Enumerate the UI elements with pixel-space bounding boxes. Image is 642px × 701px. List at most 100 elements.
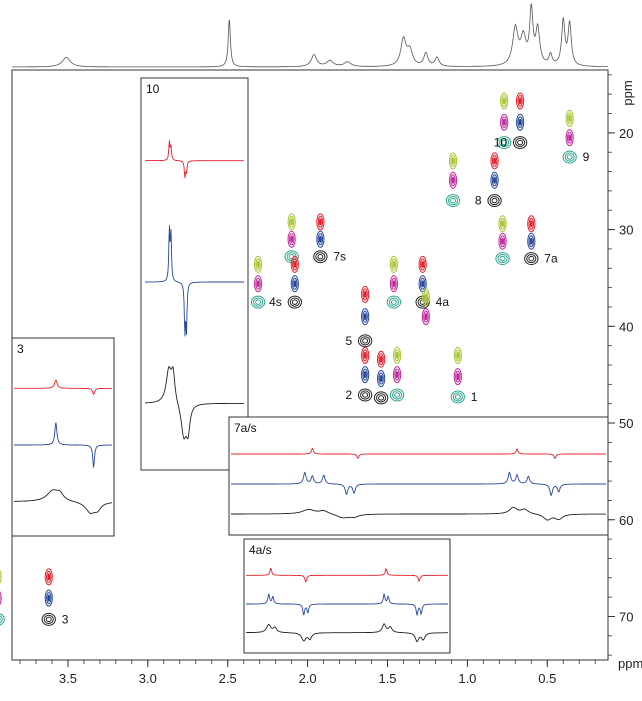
inset-trace [13, 489, 113, 514]
contour-ring-0-0 [490, 152, 499, 170]
contour-ring-2-1 [360, 336, 371, 346]
contour-ring-1-1 [317, 233, 324, 246]
contour-ring-3-2 [451, 157, 455, 165]
cross-peak-group: 2 [345, 346, 405, 405]
contour-ring-0-2 [293, 260, 297, 268]
contour-ring-2-0 [313, 250, 328, 264]
contour-ring-4-0 [253, 275, 263, 293]
contour-ring-1-0 [377, 370, 386, 388]
contour-ring-2-2 [45, 616, 52, 623]
inset-frame [243, 538, 451, 654]
contour-ring-2-0 [487, 194, 502, 208]
inset-trace [145, 366, 244, 440]
contour-ring-4-2 [256, 280, 260, 288]
contour-ring-3-2 [392, 260, 396, 268]
contour-ring-0-0 [516, 92, 525, 110]
contour-ring-0-1 [362, 349, 368, 362]
contour-ring-5-1 [497, 254, 508, 264]
contour-ring-0-2 [47, 573, 51, 581]
cross-peak-group: 4s [250, 255, 302, 309]
y-tick-label: 20 [619, 126, 633, 141]
contour-ring-4-2 [392, 280, 396, 288]
contour-ring-4-2 [451, 176, 455, 184]
contour-ring-3-0 [448, 152, 458, 170]
contour-ring-2-1 [526, 254, 537, 264]
inset-trace [145, 225, 244, 337]
projection-trace [12, 3, 608, 68]
contour-ring-3-0 [421, 288, 430, 306]
contour-ring-1-2 [379, 375, 383, 383]
cross-peak-group: 9 [562, 109, 590, 164]
contour-ring-2-1 [489, 195, 500, 206]
contour-ring-1-2 [493, 176, 497, 184]
cross-peak-label: 5 [345, 334, 352, 348]
cross-peak-label: 1 [471, 390, 478, 404]
contour-ring-4-1 [394, 368, 400, 381]
contour-ring-1-0 [361, 366, 370, 384]
contour-ring-4-2 [395, 371, 399, 379]
contour-ring-1-2 [363, 313, 367, 321]
contour-ring-0-0 [377, 350, 386, 368]
inset-trace [246, 592, 448, 616]
y-axis: 20 30 40 50 60 70 [608, 74, 633, 656]
x-axis: 3.5 3.0 2.5 2.0 1.5 1.0 0.5 [19, 660, 596, 686]
proton-projection [12, 3, 608, 68]
contour-ring-1-0 [527, 232, 536, 250]
contour-ring-4-0 [421, 308, 430, 326]
x-tick-label: 1.0 [458, 671, 476, 686]
contour-ring-0-2 [363, 290, 367, 298]
inset-trace [14, 422, 112, 468]
inset-frame [140, 77, 249, 471]
contour-ring-1-0 [516, 113, 525, 131]
contour-ring-3-1 [391, 258, 397, 271]
inset-3: 7a/s [228, 416, 609, 536]
inset-trace [145, 140, 244, 179]
y-tick-label: 40 [619, 319, 633, 334]
contour-ring-1-2 [363, 371, 367, 379]
contour-ring-5-0 [445, 194, 461, 208]
contour-ring-1-1 [517, 116, 523, 129]
contour-ring-3-1 [450, 154, 456, 167]
cross-peak-label: 10 [494, 136, 508, 150]
inset-label: 3 [17, 342, 24, 356]
contour-ring-4-1 [450, 174, 456, 187]
contour-ring-4-0 [392, 366, 402, 384]
contour-ring-5-1 [499, 137, 510, 148]
contour-ring-5-0 [495, 252, 510, 266]
contour-ring-4-1 [288, 233, 295, 246]
contour-ring-1-1 [491, 174, 498, 187]
x-tick-label: 2.5 [219, 671, 237, 686]
contour-ring-2-0 [373, 391, 389, 405]
contour-ring-4-0 [565, 129, 574, 147]
y-tick-label: 60 [619, 513, 633, 528]
contour-ring-5-2 [390, 299, 397, 305]
y-tick-label: 70 [619, 609, 633, 624]
contour-ring-0-1 [517, 94, 523, 107]
contour-ring-5-1 [388, 297, 399, 307]
contour-ring-5-0 [250, 295, 266, 309]
contour-ring-3-1 [255, 258, 261, 271]
contour-ring-2-1 [315, 252, 326, 262]
contour-ring-1-1 [292, 277, 298, 290]
contour-ring-5-0 [562, 150, 577, 164]
contour-ring-3-0 [565, 109, 574, 127]
contour-ring-5-0 [386, 295, 402, 309]
contour-ring-0-0 [290, 255, 299, 273]
contour-ring-3-0 [498, 215, 507, 233]
cross-peaks: 10 9 8 7a 7s 4s 4a 5 2 1 3 [0, 92, 590, 626]
contour-ring-2-1 [515, 137, 526, 148]
contour-ring-0-0 [418, 255, 427, 273]
cross-peak-label: 7s [333, 250, 346, 264]
contour-ring-0-1 [46, 570, 52, 583]
contour-ring-4-2 [424, 313, 428, 321]
contour-ring-3-1 [501, 94, 507, 107]
contour-ring-5-0 [450, 390, 465, 404]
inset-trace [231, 447, 606, 460]
x-axis-unit-label: ppm [618, 656, 642, 671]
contour-ring-4-2 [290, 235, 294, 243]
contour-ring-5-0 [496, 136, 512, 149]
contour-ring-0-2 [379, 355, 383, 363]
contour-ring-2-2 [362, 392, 369, 398]
contour-ring-0-1 [528, 217, 535, 230]
contour-ring-0-1 [378, 353, 384, 366]
